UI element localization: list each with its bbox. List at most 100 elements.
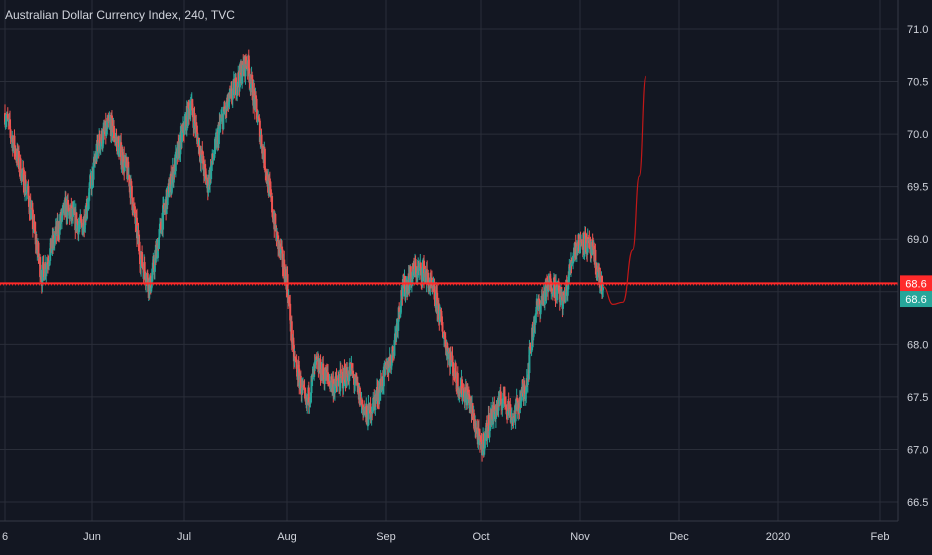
candle-body (9, 119, 12, 130)
candle-body (452, 362, 455, 376)
candle (205, 171, 208, 185)
candle-body (553, 280, 556, 298)
candle-body (567, 274, 570, 285)
candle (418, 262, 421, 281)
candle (534, 313, 537, 334)
candle (399, 311, 402, 319)
candle-body (67, 199, 70, 205)
candle-body (101, 143, 104, 147)
candle (170, 165, 173, 198)
candle-body (212, 159, 215, 161)
candle-body (4, 121, 7, 125)
candle-body (519, 400, 522, 408)
candle-body (329, 384, 332, 389)
candle-body (487, 414, 490, 435)
candle-body (162, 205, 165, 230)
candle (86, 198, 89, 219)
candle (574, 234, 577, 260)
candle-body (233, 82, 236, 96)
candle-body (78, 223, 81, 225)
candle-body (480, 436, 482, 442)
candle-body (31, 209, 34, 230)
candle-body (199, 145, 202, 158)
candle (372, 392, 375, 413)
candle (489, 423, 492, 438)
candle-body (194, 123, 197, 130)
candle (420, 266, 423, 289)
candle-body (77, 225, 80, 235)
candle (230, 81, 233, 104)
candle-body (27, 195, 30, 207)
candle (157, 236, 160, 250)
candle-body (241, 76, 244, 84)
candle (468, 389, 471, 414)
candle-body (445, 345, 448, 355)
candle-body (237, 72, 240, 81)
candle (339, 361, 342, 396)
candle-body (566, 280, 569, 296)
candle-body (37, 242, 40, 258)
candle (259, 130, 262, 149)
candle-body (474, 423, 477, 433)
candle-body (79, 215, 82, 221)
candle-body (355, 377, 358, 383)
candle-body (568, 264, 571, 268)
candle (195, 114, 198, 127)
candle (580, 234, 583, 247)
candle-body (393, 333, 396, 341)
candle-body (528, 346, 531, 348)
candle-body (465, 387, 468, 392)
candle (478, 430, 481, 437)
candle-body (114, 138, 117, 140)
candle-body (43, 276, 46, 281)
candle-body (295, 361, 298, 365)
candle-body (283, 259, 286, 277)
candle (438, 304, 441, 325)
candle-body (314, 357, 317, 361)
candle-body (78, 224, 81, 226)
candle-body (10, 138, 13, 140)
candle (393, 337, 396, 359)
candle (30, 200, 33, 220)
candle (326, 364, 329, 387)
candle-body (247, 55, 250, 69)
candle-body (130, 181, 133, 186)
candle (415, 259, 418, 284)
candle-body (242, 61, 245, 65)
candle-body (204, 164, 207, 169)
candle-body (397, 307, 400, 322)
candle-body (190, 100, 193, 106)
candle-body (296, 364, 299, 377)
candle-body (205, 183, 208, 185)
candle-body (531, 327, 534, 341)
candle-body (568, 264, 571, 275)
candle (203, 160, 206, 182)
candle-body (269, 184, 272, 190)
candle-body (69, 211, 72, 220)
candle-body (334, 376, 337, 378)
candle-body (524, 393, 527, 399)
candle-body (468, 405, 471, 409)
candle-body (72, 209, 75, 217)
candle-body (423, 260, 425, 282)
candle-body (543, 292, 546, 305)
candle-body (499, 391, 502, 401)
candle-body (558, 291, 561, 303)
candle-body (375, 394, 378, 399)
candle-body (550, 287, 553, 294)
candle-body (179, 132, 182, 155)
candle-body (601, 275, 603, 295)
candle-body (313, 363, 316, 377)
candle-body (559, 298, 562, 303)
candle-body (493, 405, 496, 412)
candle-body (539, 304, 542, 315)
candle-body (308, 402, 311, 404)
candle (443, 331, 446, 347)
candle-body (125, 157, 128, 167)
candle (594, 243, 597, 275)
candle-body (370, 417, 373, 420)
candle-body (117, 137, 120, 155)
candle-body (307, 387, 310, 406)
